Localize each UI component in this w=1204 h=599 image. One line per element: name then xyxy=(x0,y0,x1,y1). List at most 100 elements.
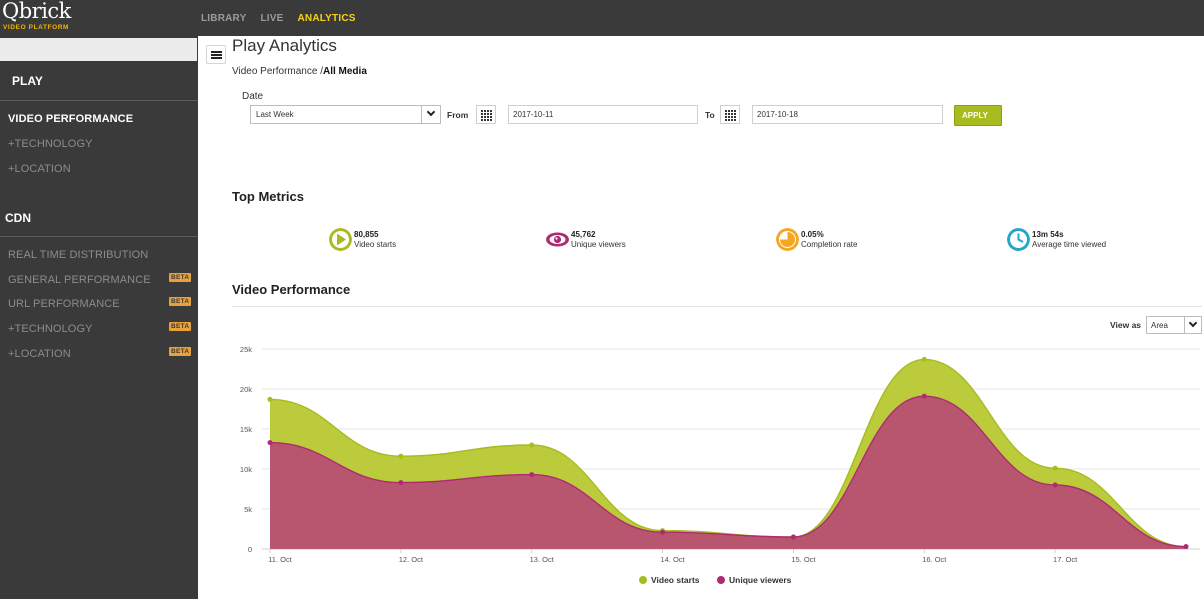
chevron-down-icon xyxy=(1184,317,1201,333)
view-as-label: View as xyxy=(1110,320,1142,330)
x-tick-label: 11. Oct xyxy=(268,555,293,564)
to-date-input[interactable]: 2017-10-18 xyxy=(752,105,943,124)
calendar-grid-icon[interactable] xyxy=(476,105,496,124)
metric-value: 80,855 xyxy=(354,230,379,239)
metric-unique-viewers: 45,762 Unique viewers xyxy=(546,228,656,252)
clock-icon xyxy=(1007,228,1030,251)
metric-completion-rate: 0.05% Completion rate xyxy=(776,228,886,252)
breadcrumb: Video Performance /All Media xyxy=(232,66,367,77)
data-point xyxy=(921,393,927,399)
y-tick-label: 15k xyxy=(240,425,252,434)
hamburger-menu-button[interactable] xyxy=(206,45,226,64)
legend-unique-viewers[interactable]: Unique viewers xyxy=(717,575,791,585)
data-point xyxy=(267,396,273,402)
brand-tagline: VIDEO PLATFORM xyxy=(3,24,70,31)
nav-analytics[interactable]: ANALYTICS xyxy=(297,12,356,24)
series-line xyxy=(269,395,1187,548)
sidebar-item-technology[interactable]: +TECHNOLOGY xyxy=(8,138,93,150)
sidebar-item-real-time-distribution[interactable]: REAL TIME DISTRIBUTION xyxy=(8,249,149,261)
eye-icon xyxy=(546,232,569,247)
beta-badge: BETA xyxy=(169,347,192,356)
data-point xyxy=(398,453,404,459)
y-tick-label: 5k xyxy=(244,505,252,514)
data-point xyxy=(1183,544,1189,550)
from-label: From xyxy=(447,110,469,120)
brand-logo[interactable]: Qbrick VIDEO PLATFORM xyxy=(2,0,82,35)
beta-badge: BETA xyxy=(169,273,192,282)
data-point xyxy=(790,534,796,540)
to-label: To xyxy=(705,110,715,120)
x-tick-label: 16. Oct xyxy=(922,555,947,564)
nav-library[interactable]: LIBRARY xyxy=(201,12,247,24)
nav-live[interactable]: LIVE xyxy=(260,12,284,24)
x-tick-label: 15. Oct xyxy=(791,555,816,564)
calendar-grid-icon[interactable] xyxy=(720,105,740,124)
sidebar-item-cdn-location[interactable]: +LOCATION xyxy=(8,348,71,360)
data-point xyxy=(529,472,535,478)
date-range-select[interactable]: Last Week xyxy=(250,105,441,124)
hamburger-icon xyxy=(211,51,222,53)
sidebar-search-field[interactable] xyxy=(0,38,197,61)
date-label: Date xyxy=(242,91,264,102)
breadcrumb-current: All Media xyxy=(322,66,367,77)
legend-dot xyxy=(717,576,725,584)
top-metrics-title: Top Metrics xyxy=(232,189,304,204)
sidebar-item-general-performance[interactable]: GENERAL PERFORMANCE xyxy=(8,274,151,286)
metric-caption: Video starts xyxy=(354,240,397,249)
y-tick-label: 20k xyxy=(240,385,252,394)
legend-label: Unique viewers xyxy=(729,575,792,585)
y-tick-label: 10k xyxy=(240,465,252,474)
hamburger-icon-line xyxy=(211,54,222,56)
sidebar-item-url-performance[interactable]: URL PERFORMANCE xyxy=(8,298,120,310)
breadcrumb-parent[interactable]: Video Performance / xyxy=(232,66,323,77)
data-point xyxy=(921,356,927,362)
data-point xyxy=(1052,465,1058,471)
beta-badge: BETA xyxy=(169,297,192,306)
view-as-value: Area xyxy=(1151,321,1168,330)
y-tick-label: 0 xyxy=(248,545,252,554)
date-range-value: Last Week xyxy=(256,110,294,119)
sidebar-heading-cdn: CDN xyxy=(0,211,198,237)
from-date-input[interactable]: 2017-10-11 xyxy=(508,105,698,124)
data-point xyxy=(398,480,404,486)
top-bar: Qbrick VIDEO PLATFORM LIBRARY LIVE ANALY… xyxy=(0,0,1204,36)
play-icon xyxy=(329,228,352,251)
section-divider xyxy=(232,306,1202,307)
page-title: Play Analytics xyxy=(232,36,337,55)
sidebar-item-video-performance[interactable]: VIDEO PERFORMANCE xyxy=(8,113,134,125)
legend-dot xyxy=(639,576,647,584)
y-tick-label: 25k xyxy=(240,345,252,354)
beta-badge: BETA xyxy=(169,322,192,331)
metric-caption: Average time viewed xyxy=(1032,240,1107,249)
sidebar-item-cdn-technology[interactable]: +TECHNOLOGY xyxy=(8,323,93,335)
chevron-down-icon xyxy=(421,106,440,123)
brand-name: Qbrick xyxy=(2,0,71,23)
x-tick-label: 17. Oct xyxy=(1053,555,1078,564)
data-point xyxy=(660,529,666,535)
legend-video-starts[interactable]: Video starts xyxy=(639,575,700,585)
metric-caption: Unique viewers xyxy=(571,240,626,249)
sidebar-heading-play: PLAY xyxy=(0,74,198,101)
x-tick-label: 12. Oct xyxy=(399,555,424,564)
x-tick-label: 13. Oct xyxy=(530,555,555,564)
metric-value: 45,762 xyxy=(571,230,596,239)
data-point xyxy=(529,442,535,448)
pie-icon xyxy=(776,228,799,251)
x-tick-label: 14. Oct xyxy=(660,555,685,564)
sidebar-item-location[interactable]: +LOCATION xyxy=(8,163,71,175)
apply-button[interactable]: APPLY xyxy=(954,105,1002,126)
metric-video-starts: 80,855 Video starts xyxy=(329,228,439,252)
video-performance-title: Video Performance xyxy=(232,282,351,297)
metric-value: 13m 54s xyxy=(1032,230,1064,239)
top-nav: LIBRARY LIVE ANALYTICS xyxy=(201,0,370,36)
metric-value: 0.05% xyxy=(801,230,824,239)
hamburger-icon-line xyxy=(211,57,222,59)
legend-label: Video starts xyxy=(651,575,700,585)
metric-average-time-viewed: 13m 54s Average time viewed xyxy=(1007,228,1127,252)
sidebar: PLAY VIDEO PERFORMANCE +TECHNOLOGY +LOCA… xyxy=(0,36,198,599)
data-point xyxy=(1052,482,1058,488)
area-unique-viewers xyxy=(270,396,1186,549)
view-as-select[interactable]: Area xyxy=(1146,316,1202,334)
data-point xyxy=(267,440,273,446)
